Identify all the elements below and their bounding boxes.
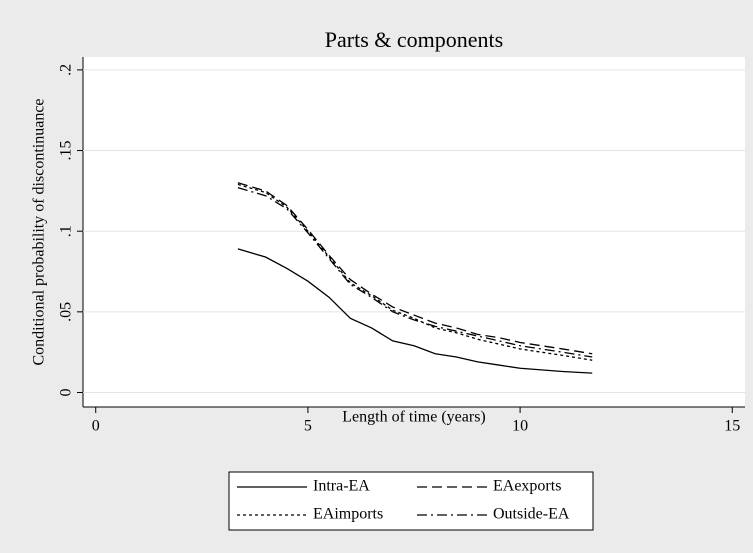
x-tick-label: 0 <box>92 418 100 435</box>
legend-label: Intra-EA <box>313 478 370 495</box>
series-line <box>237 187 593 358</box>
series-line <box>237 182 593 355</box>
chart-title: Parts & components <box>325 27 503 52</box>
series-line <box>237 183 593 361</box>
x-axis-label: Length of time (years) <box>342 409 486 426</box>
y-tick-label: .2 <box>58 64 75 76</box>
y-tick-label: .15 <box>58 141 75 161</box>
plot-area <box>83 57 745 407</box>
legend <box>228 471 594 531</box>
x-tick-label: 15 <box>724 418 740 435</box>
y-tick-label: .05 <box>58 302 75 322</box>
x-tick-label: 10 <box>512 418 528 435</box>
y-tick-label: 0 <box>58 388 75 396</box>
y-axis-label: Conditional probability of discontinuanc… <box>31 98 48 365</box>
y-tick-label: .1 <box>58 225 75 237</box>
series-line <box>237 248 593 374</box>
x-tick-label: 5 <box>304 418 312 435</box>
legend-label: Outside-EA <box>493 506 570 523</box>
legend-label: EAimports <box>313 506 383 523</box>
legend-label: EAexports <box>493 478 561 495</box>
